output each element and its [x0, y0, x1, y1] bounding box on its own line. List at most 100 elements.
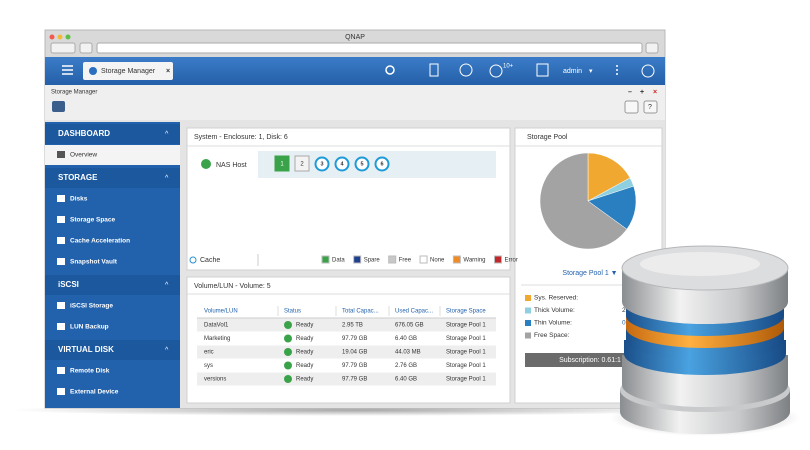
section-title[interactable]: STORAGE: [58, 173, 98, 182]
cell: Ready: [296, 377, 313, 383]
legend-swatch: [419, 255, 428, 264]
notification-count: 10+: [503, 64, 514, 70]
legend-swatch: [452, 255, 461, 264]
cell: Storage Pool 1: [446, 377, 486, 383]
database-icon: [610, 245, 800, 436]
status-icon: [284, 321, 292, 329]
menu-icon[interactable]: [62, 65, 73, 75]
cell: Storage Pool 1: [446, 363, 486, 369]
legend-swatch: [494, 255, 503, 264]
sidebar-item[interactable]: External Device: [70, 389, 119, 396]
section-title[interactable]: iSCSI: [58, 280, 79, 289]
help-mark: ?: [648, 104, 652, 111]
sidebar-item[interactable]: Disks: [70, 196, 88, 203]
disk-slot[interactable]: [374, 156, 390, 172]
legend-label: Warning: [463, 258, 485, 264]
disk-slot[interactable]: [334, 156, 350, 172]
cell: Ready: [296, 350, 313, 356]
pie-slice: [587, 152, 631, 202]
legend-label: None: [430, 258, 445, 264]
sidebar-item[interactable]: Overview: [70, 152, 97, 159]
tab-label: Storage Manager: [101, 68, 156, 75]
column-header[interactable]: Status: [284, 309, 301, 315]
disk-slot[interactable]: [274, 155, 290, 172]
pool-title: Storage Pool: [527, 134, 568, 141]
tab-close[interactable]: ×: [166, 68, 170, 75]
nav-buttons[interactable]: [50, 42, 76, 54]
section-caret: ^: [165, 282, 169, 289]
legend-label: Free: [399, 258, 412, 264]
status-icon: [284, 361, 292, 370]
window-header: [45, 85, 665, 120]
sidebar-item[interactable]: LUN Backup: [70, 324, 109, 331]
sidebar-item[interactable]: Cache Acceleration: [70, 238, 130, 245]
info-icon[interactable]: [489, 64, 503, 78]
search-icon[interactable]: [385, 65, 395, 75]
status-icon: [284, 334, 292, 343]
sidebar-section: [45, 124, 180, 144]
status-icon: [284, 375, 292, 383]
item-icon: [57, 323, 65, 330]
slot-label: 1: [280, 162, 284, 168]
disk-slot[interactable]: [294, 155, 310, 172]
toolbar-button[interactable]: [52, 101, 65, 112]
cell: eric: [204, 350, 214, 356]
pool-legend: Free Space:: [534, 332, 570, 339]
pool-select[interactable]: Storage Pool 1 ▼: [562, 270, 617, 277]
cell: Marketing: [204, 336, 230, 342]
help-button[interactable]: [643, 100, 658, 114]
enclosure-title: System - Enclosure: 1, Disk: 6: [194, 134, 288, 141]
minimize[interactable]: –: [628, 89, 632, 96]
user-caret[interactable]: ▾: [589, 68, 593, 75]
sidebar-section: [45, 168, 180, 188]
user-name[interactable]: admin: [563, 68, 582, 75]
more-icon[interactable]: [616, 65, 618, 75]
sidebar-section: [45, 275, 180, 295]
dashboard-icon[interactable]: [641, 64, 655, 78]
close[interactable]: ×: [653, 89, 657, 96]
status-icon: [284, 348, 292, 356]
maximize[interactable]: +: [640, 89, 644, 96]
column-header[interactable]: Volume/LUN: [204, 309, 238, 315]
item-icon: [57, 302, 65, 309]
cell: 6.40 GB: [395, 377, 417, 383]
cell: sys: [204, 363, 213, 369]
selected-item: [45, 145, 180, 165]
reader-button[interactable]: [79, 42, 93, 54]
min-dot[interactable]: [57, 34, 63, 40]
app-tab[interactable]: [83, 62, 173, 80]
row-bg: [197, 345, 496, 359]
column-header[interactable]: Storage Space: [446, 309, 486, 315]
disk-slot[interactable]: [314, 156, 330, 172]
cell: Ready: [296, 363, 313, 369]
cache-icon: [189, 256, 197, 264]
cell: 97.79 GB: [342, 336, 367, 342]
section-title[interactable]: VIRTUAL DISK: [58, 345, 114, 354]
sidebar-item[interactable]: Snapshot Vault: [70, 259, 118, 266]
section-title[interactable]: DASHBOARD: [58, 129, 110, 138]
sidebar-item[interactable]: Remote Disk: [70, 368, 110, 375]
section-caret: ^: [165, 175, 169, 182]
sidebar-item[interactable]: Storage Space: [70, 217, 116, 224]
address-bar[interactable]: [96, 42, 643, 54]
item-icon: [57, 216, 65, 223]
cell: 44.03 MB: [395, 350, 421, 356]
cell: 97.79 GB: [342, 377, 367, 383]
cell: Ready: [296, 336, 313, 342]
download-button[interactable]: [645, 42, 659, 54]
max-dot[interactable]: [65, 34, 71, 40]
sync-icon[interactable]: [459, 63, 473, 77]
cell: 97.79 GB: [342, 363, 367, 369]
sidebar-item[interactable]: iSCSI Storage: [70, 303, 113, 310]
column-header[interactable]: Used Capac...: [395, 309, 433, 315]
disk-slot[interactable]: [354, 156, 370, 172]
close-dot[interactable]: [49, 34, 55, 40]
cell: 6.40 GB: [395, 336, 417, 342]
settings-button[interactable]: [624, 100, 639, 114]
item-icon: [57, 258, 65, 265]
column-header[interactable]: Total Capac...: [342, 309, 379, 315]
legend-swatch: [353, 255, 362, 264]
user-icon[interactable]: [536, 63, 549, 77]
task-icon[interactable]: [429, 63, 439, 77]
